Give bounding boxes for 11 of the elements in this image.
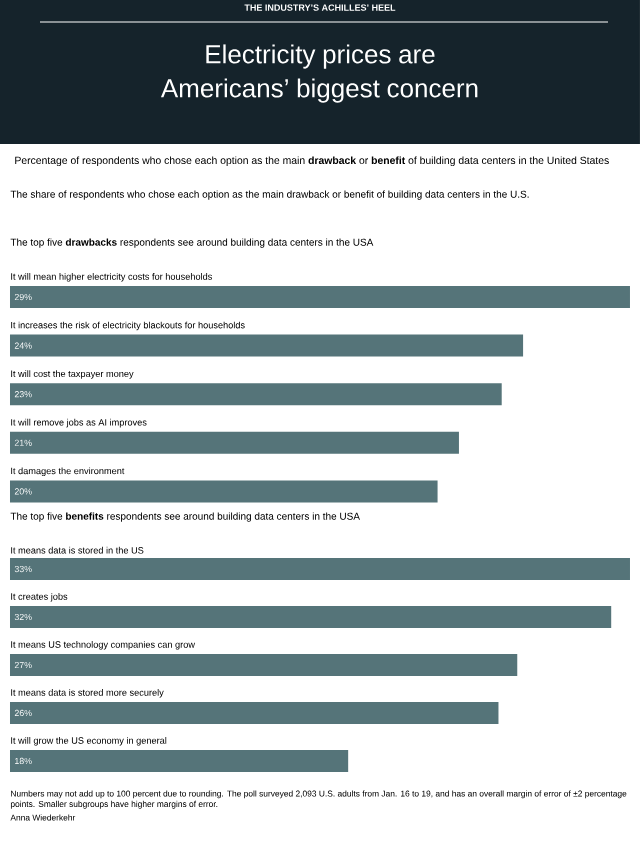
bar [10, 431, 459, 454]
bar [10, 701, 499, 724]
bar [10, 334, 524, 357]
bar [10, 749, 349, 772]
bar [10, 480, 438, 503]
bar [10, 558, 630, 580]
bar [10, 606, 612, 628]
bar [10, 286, 630, 309]
text: Electricity prices are Americans’ biggest concern [160, 44, 478, 103]
bar [10, 654, 518, 676]
bar [10, 383, 502, 406]
